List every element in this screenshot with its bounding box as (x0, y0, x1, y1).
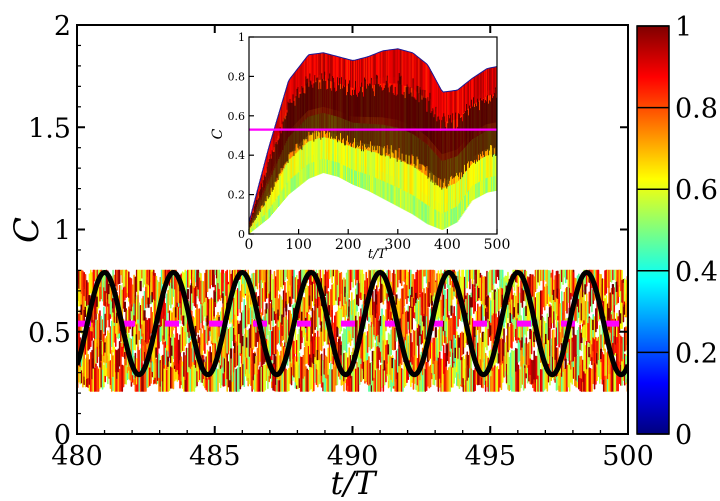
inset-x-axis: 0 100 200 300 400 500 (245, 229, 511, 253)
main-y-tick-label: 0.5 (28, 318, 71, 349)
inset-x-tick-label: 400 (434, 237, 461, 253)
inset-y-tick-label: 0.6 (228, 110, 246, 123)
inset-x-tick-label: 300 (384, 237, 411, 253)
main-series (77, 269, 628, 378)
inset-y-label: C (210, 128, 226, 139)
inset-y-tick-label: 0 (238, 228, 245, 241)
inset-y-tick-label: 0.8 (228, 70, 246, 83)
main-x-tick-label: 490 (327, 441, 379, 472)
main-x-label: t/T (331, 464, 379, 501)
inset-plot: 0 100 200 300 400 500 0 0.2 0.4 0.6 0.8 1 t/T C (210, 31, 510, 262)
main-y-tick-label: 0 (54, 420, 71, 451)
colorbar-gradient (636, 25, 670, 435)
colorbar-tick-label: 1 (675, 12, 692, 43)
inset-x-tick-label: 0 (245, 237, 254, 253)
inset-y-axis: 0 0.2 0.4 0.6 0.8 1 (228, 31, 254, 241)
inset-band (249, 48, 497, 234)
colorbar: 0 0.2 0.4 0.6 0.8 1 (636, 12, 718, 451)
colorbar-ticks: 0 0.2 0.4 0.6 0.8 1 (637, 12, 718, 451)
inset-plot-frame (248, 36, 498, 235)
main-x-tick-label: 495 (464, 441, 516, 472)
main-x-tick-label: 485 (189, 441, 241, 472)
main-y-axis: 0 0.5 1 1.5 2 (28, 11, 628, 451)
colorbar-tick-label: 0.2 (675, 338, 718, 369)
inset-upper-envelope (249, 48, 497, 223)
main-y-tick-label: 2 (54, 11, 71, 42)
main-x-axis: 480 485 490 495 500 (51, 25, 654, 472)
inset-x-tick-label: 100 (285, 237, 312, 253)
colorbar-tick-label: 0.4 (675, 257, 718, 288)
main-oscillation-line (77, 269, 628, 378)
inset-x-label: t/T (368, 247, 388, 262)
colorbar-tick-label: 0.8 (675, 94, 718, 125)
main-y-tick-label: 1.5 (28, 113, 71, 144)
colorbar-tick-label: 0.6 (675, 175, 718, 206)
inset-y-tick-label: 1 (238, 31, 245, 44)
inset-y-tick-label: 0.2 (228, 189, 246, 202)
main-x-tick-label: 480 (51, 441, 103, 472)
main-y-label: C (7, 217, 47, 243)
main-x-tick-label: 500 (602, 441, 654, 472)
main-y-tick-label: 1 (54, 216, 71, 247)
inset-y-tick-label: 0.4 (228, 149, 246, 162)
inset-x-tick-label: 200 (335, 237, 362, 253)
inset-x-tick-label: 500 (484, 237, 511, 253)
colorbar-tick-label: 0 (675, 420, 692, 451)
